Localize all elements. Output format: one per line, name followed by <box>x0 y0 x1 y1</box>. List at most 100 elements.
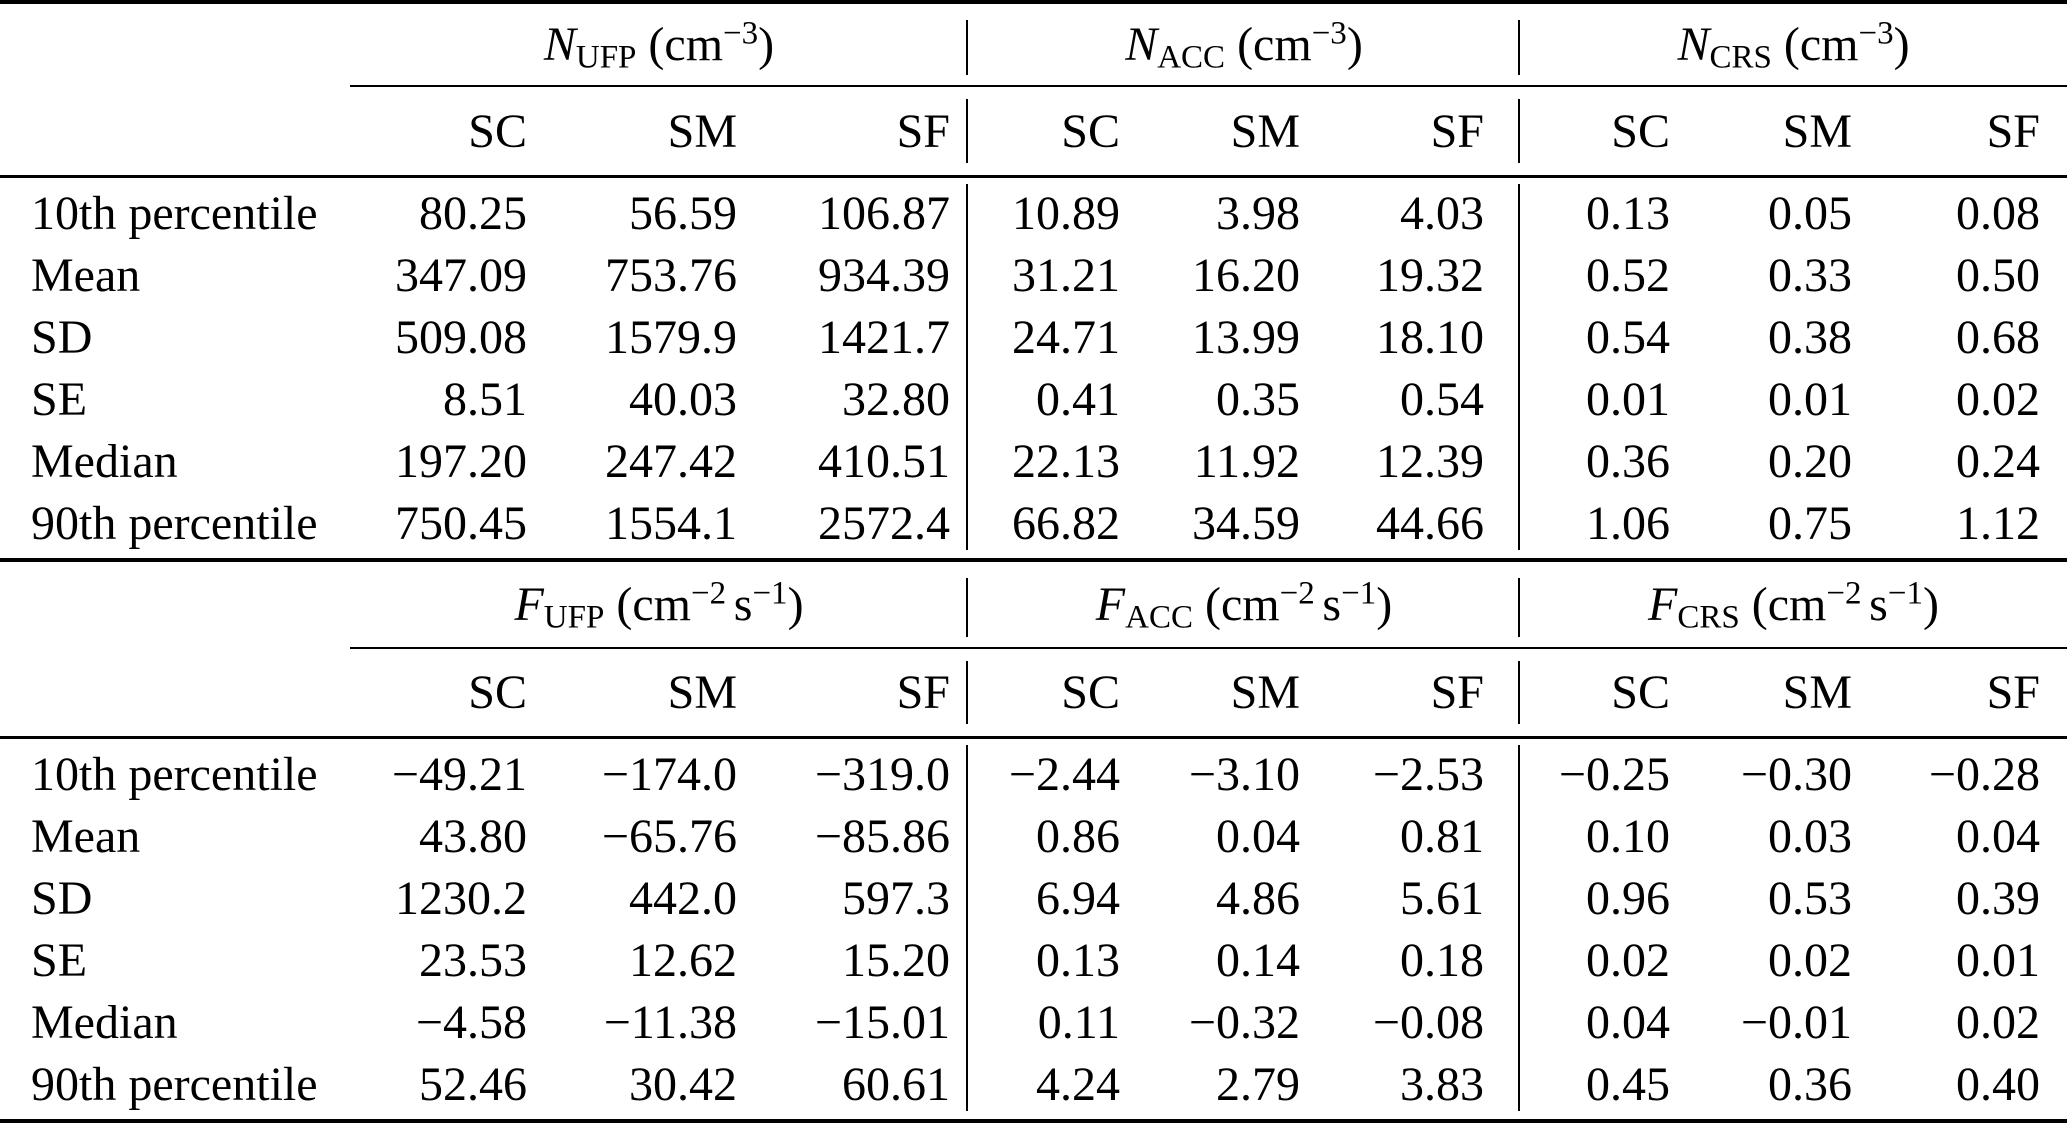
data-cell: −0.32 <box>1188 995 1300 1049</box>
column-separator <box>966 99 968 163</box>
data-cell: 12.62 <box>629 933 737 987</box>
row-label: SE <box>31 933 88 987</box>
subheader-sc: SC <box>1061 104 1120 158</box>
data-cell: 247.42 <box>605 434 737 488</box>
column-separator <box>1518 20 1520 75</box>
unit-exponent: −1 <box>752 575 788 612</box>
data-cell: 34.59 <box>1192 496 1300 550</box>
subheader-sm: SM <box>667 104 737 158</box>
column-separator <box>1518 578 1520 637</box>
cmidrule-row <box>0 647 2067 649</box>
subheader-sf: SF <box>1986 104 2040 158</box>
data-cell: 0.38 <box>1768 310 1852 364</box>
data-cell: 0.08 <box>1956 186 2040 240</box>
data-cell: 19.32 <box>1376 248 1484 302</box>
row-label: 90th percentile <box>31 496 318 550</box>
group-symbol: N <box>1677 18 1710 71</box>
subheader-sc: SC <box>468 104 527 158</box>
data-cell: 0.04 <box>1216 809 1300 863</box>
unit-exponent: −2 <box>1279 575 1315 612</box>
group-header-ufp: NUFP (cm−3) <box>543 15 775 76</box>
subheader-rule <box>0 736 2067 739</box>
data-cell: 753.76 <box>605 248 737 302</box>
data-cell: 2572.4 <box>818 496 950 550</box>
data-cell: 0.02 <box>1586 933 1670 987</box>
data-cell: 750.45 <box>395 496 527 550</box>
table-row: Median −4.58 −11.38 −15.01 0.11 −0.32 −0.08 0.0… <box>0 991 2067 1053</box>
cmidrule <box>350 85 2067 87</box>
data-cell: 4.03 <box>1400 186 1484 240</box>
data-cell: 0.24 <box>1956 434 2040 488</box>
data-cell: −11.38 <box>603 995 737 1049</box>
data-cell: 0.41 <box>1036 372 1120 426</box>
table-row: Median 197.20 247.42 410.51 22.13 11.92 12.39 0… <box>0 430 2067 492</box>
subheader-sm: SM <box>1782 104 1852 158</box>
column-separator <box>966 745 968 1111</box>
data-cell: 442.0 <box>629 871 737 925</box>
data-cell: −3.10 <box>1188 747 1300 801</box>
data-cell: 3.83 <box>1400 1057 1484 1111</box>
data-cell: −15.01 <box>814 995 950 1049</box>
data-cell: 0.13 <box>1586 186 1670 240</box>
data-cell: 0.02 <box>1956 372 2040 426</box>
subheader-sm: SM <box>1230 104 1300 158</box>
table-fluxes: FUFP (cm−2 s−1) FACC (cm−2 s−1) FCRS (cm−2 s−… <box>0 562 2067 1119</box>
subheader-sf: SF <box>1430 104 1484 158</box>
row-label: SD <box>31 871 93 925</box>
row-label: 10th percentile <box>31 747 318 801</box>
data-block: 10th percentile −49.21 −174.0 −319.0 −2.44 −3… <box>0 739 2067 1119</box>
group-header-acc: NACC (cm−3) <box>1125 15 1363 76</box>
data-cell: 0.81 <box>1400 809 1484 863</box>
table-row: SE 23.53 12.62 15.20 0.13 0.14 0.18 0.02 0.02 0.0… <box>0 929 2067 991</box>
unit-exponent: −1 <box>1887 575 1923 612</box>
subheader-sf: SF <box>1430 666 1484 719</box>
data-cell: 0.18 <box>1400 933 1484 987</box>
subheader-row: SC SM SF SC SM SF SC SM SF <box>0 87 2067 175</box>
data-cell: 0.01 <box>1768 372 1852 426</box>
row-label: Mean <box>31 248 141 302</box>
data-block: 10th percentile 80.25 56.59 106.87 10.89 3.98… <box>0 178 2067 558</box>
data-cell: 1230.2 <box>395 871 527 925</box>
data-cell: 1554.1 <box>605 496 737 550</box>
data-cell: 12.39 <box>1376 434 1484 488</box>
column-separator <box>966 20 968 75</box>
data-cell: 0.14 <box>1216 933 1300 987</box>
data-cell: −65.76 <box>601 809 737 863</box>
subheader-sf: SF <box>896 104 950 158</box>
data-cell: −2.53 <box>1372 747 1484 801</box>
data-cell: −4.58 <box>415 995 527 1049</box>
unit-exponent: −3 <box>1858 15 1894 52</box>
data-cell: 509.08 <box>395 310 527 364</box>
data-cell: 0.01 <box>1956 933 2040 987</box>
data-cell: 16.20 <box>1192 248 1300 302</box>
data-cell: 24.71 <box>1012 310 1120 364</box>
data-cell: 4.86 <box>1216 871 1300 925</box>
data-cell: 347.09 <box>395 248 527 302</box>
data-cell: 0.52 <box>1586 248 1670 302</box>
data-cell: 0.20 <box>1768 434 1852 488</box>
data-cell: 31.21 <box>1012 248 1120 302</box>
data-cell: 934.39 <box>818 248 950 302</box>
data-cell: 597.3 <box>842 871 950 925</box>
subheader-rule <box>0 175 2067 178</box>
subheader-sm: SM <box>1782 666 1852 719</box>
data-cell: 197.20 <box>395 434 527 488</box>
data-cell: 0.02 <box>1768 933 1852 987</box>
row-label: Mean <box>31 809 141 863</box>
data-cell: 4.24 <box>1036 1057 1120 1111</box>
group-header-acc: FACC (cm−2 s−1) <box>1095 575 1393 636</box>
column-separator <box>1518 745 1520 1111</box>
table-row: SD 509.08 1579.9 1421.7 24.71 13.99 18.10 0.54 0… <box>0 306 2067 368</box>
data-cell: 0.86 <box>1036 809 1120 863</box>
data-cell: 0.33 <box>1768 248 1852 302</box>
group-header-ufp: FUFP (cm−2 s−1) <box>514 575 804 636</box>
data-cell: 43.80 <box>419 809 527 863</box>
table-row: 90th percentile 52.46 30.42 60.61 4.24 2.79 3.… <box>0 1053 2067 1115</box>
data-cell: 6.94 <box>1036 871 1120 925</box>
table-row: 10th percentile 80.25 56.59 106.87 10.89 3.98… <box>0 182 2067 244</box>
data-cell: 0.50 <box>1956 248 2040 302</box>
data-cell: 1.12 <box>1956 496 2040 550</box>
subheader-row: SC SM SF SC SM SF SC SM SF <box>0 649 2067 736</box>
data-cell: −0.30 <box>1740 747 1852 801</box>
